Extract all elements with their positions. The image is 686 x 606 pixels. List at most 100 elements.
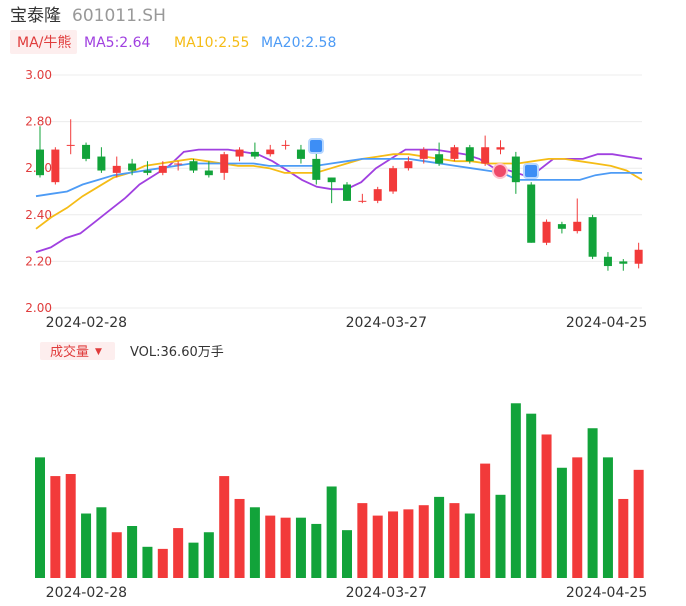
sell-marker-icon[interactable] (523, 163, 539, 179)
candle (557, 221, 566, 234)
volume-toggle-caret: ▼ (95, 347, 102, 357)
sell-marker-icon[interactable] (308, 138, 324, 154)
y-tick-label: 2.80 (25, 115, 52, 129)
volume-bar (572, 457, 583, 578)
candle-body (235, 149, 244, 157)
price-x-ticks: 2024-02-28 2024-03-27 2024-04-25 (46, 315, 648, 331)
volume-bar (280, 517, 291, 578)
candle (143, 161, 152, 176)
candle-body (588, 217, 597, 257)
candle (389, 165, 398, 194)
volume-bar (249, 507, 260, 578)
x-tick-label: 2024-04-25 (566, 315, 647, 331)
candle (51, 147, 60, 185)
candle (250, 142, 259, 159)
ma-toggle-label: MA/牛熊 (17, 35, 71, 51)
candle-body (542, 221, 551, 243)
y-tick-label: 2.00 (25, 301, 52, 315)
candle-body (419, 149, 428, 159)
volume-bar (526, 413, 537, 578)
volume-bar (326, 486, 337, 578)
stock-code: 601011.SH (72, 6, 166, 26)
candle-body (220, 154, 229, 173)
volume-bar (35, 457, 45, 578)
candle-body (143, 170, 152, 173)
candle-body (634, 249, 643, 264)
volume-bar (295, 517, 306, 578)
volume-bar (357, 503, 368, 578)
candle-body (527, 184, 536, 243)
candle-body (404, 161, 413, 169)
volume-bar (265, 515, 276, 578)
candle-body (250, 151, 259, 157)
candle (634, 242, 643, 269)
candle (220, 151, 229, 180)
candle-body (66, 144, 75, 146)
markers (308, 138, 539, 179)
y-tick-label: 3.00 (25, 68, 52, 82)
candle-body (603, 256, 612, 267)
volume-bar (418, 505, 429, 578)
ma5-label: MA5:2.64 (84, 35, 151, 51)
candle (481, 135, 490, 166)
candle (373, 186, 382, 204)
volume-bar (633, 469, 644, 578)
volume-bar (219, 476, 230, 578)
ma-toggle-button[interactable] (10, 30, 77, 54)
volume-toggle-button[interactable] (40, 342, 115, 360)
candle-body (266, 149, 275, 155)
candle-body (619, 261, 628, 264)
candle (588, 214, 597, 260)
candle-body (373, 189, 382, 201)
volume-readout: VOL:36.60万手 (130, 345, 224, 360)
volume-bar (618, 498, 629, 578)
candle-body (358, 200, 367, 202)
candle-body (281, 144, 290, 146)
candle-body (296, 149, 305, 159)
candle-body (511, 156, 520, 183)
candle (435, 142, 444, 166)
volume-bar (587, 428, 598, 578)
volume-bar (111, 532, 122, 578)
volume-bar (127, 526, 138, 578)
volume-bar (541, 434, 552, 578)
candle (327, 177, 336, 204)
candle-body (327, 177, 336, 183)
ma10-label: MA10:2.55 (174, 35, 249, 51)
bull-marker-icon[interactable] (492, 163, 508, 179)
candle (97, 147, 106, 173)
candle (312, 151, 321, 185)
volume-bar (234, 498, 245, 578)
candle (511, 151, 520, 194)
candle-body (128, 163, 137, 171)
candle (527, 182, 536, 243)
candle (158, 161, 167, 176)
candle (204, 161, 213, 178)
x-tick-label: 2024-04-25 (566, 585, 647, 601)
candle-body (97, 156, 106, 171)
candle (603, 252, 612, 271)
candle (465, 144, 474, 164)
price-grid (38, 74, 642, 309)
candle (358, 193, 367, 204)
volume-bar (96, 507, 107, 578)
candle-body (204, 170, 213, 176)
volume-bar (602, 457, 613, 578)
candle (573, 198, 582, 234)
candle-body (557, 224, 566, 229)
ma5-line (35, 148, 643, 253)
y-tick-label: 2.20 (25, 254, 52, 268)
candle-body (158, 165, 167, 173)
candle-body (189, 161, 198, 171)
candle (619, 259, 628, 271)
ma20-line (35, 157, 642, 198)
volume-bar (65, 474, 76, 578)
price-panel: 3.002.802.602.402.202.00 (25, 68, 643, 315)
volume-bar (203, 532, 214, 578)
volume-bar (81, 513, 92, 578)
x-tick-label: 2024-03-27 (346, 585, 427, 601)
volume-bar (464, 513, 475, 578)
volume-bar (388, 511, 399, 578)
candle-body (174, 163, 183, 165)
